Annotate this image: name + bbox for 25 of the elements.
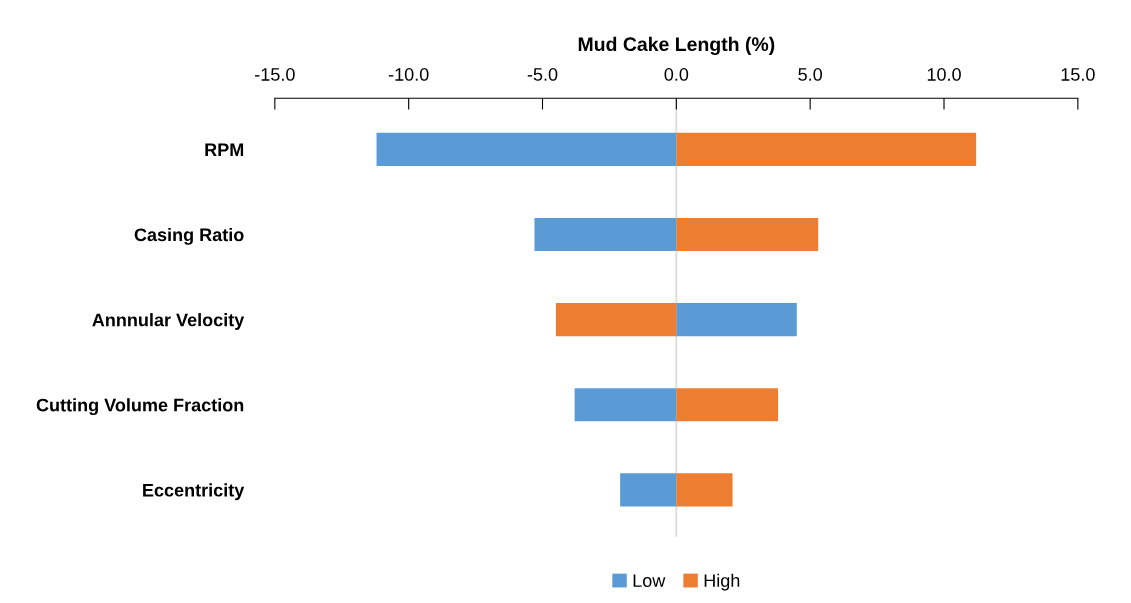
x-axis-title: Mud Cake Length (%): [578, 36, 775, 56]
bar: [676, 303, 797, 337]
bar: [676, 132, 977, 166]
bar: [376, 132, 677, 166]
bar: [555, 303, 677, 337]
y-tick-label: Cutting Volume Fraction: [36, 398, 244, 416]
bar: [676, 388, 779, 422]
legend-label: Low: [633, 574, 666, 587]
x-tick-label: -15.0: [255, 68, 295, 81]
legend-label: High: [704, 573, 740, 591]
y-tick-label: Annnular Velocity: [92, 313, 245, 330]
bar: [534, 217, 677, 252]
x-tick-label: -5.0: [527, 68, 558, 81]
bar: [574, 388, 677, 422]
x-tick-label: 0.0: [664, 68, 689, 81]
x-tick-label: 10.0: [927, 68, 961, 81]
y-tick-label: RPM: [205, 143, 244, 156]
x-tick-label: 5.0: [798, 68, 823, 81]
y-tick-label: Casing Ratio: [134, 227, 244, 245]
bar: [676, 473, 733, 507]
y-tick-label: Eccentricity: [143, 483, 245, 501]
x-tick-label: -10.0: [388, 68, 429, 81]
x-tick-label: 15.0: [1061, 68, 1095, 81]
bar: [676, 217, 819, 252]
bar: [620, 473, 677, 507]
